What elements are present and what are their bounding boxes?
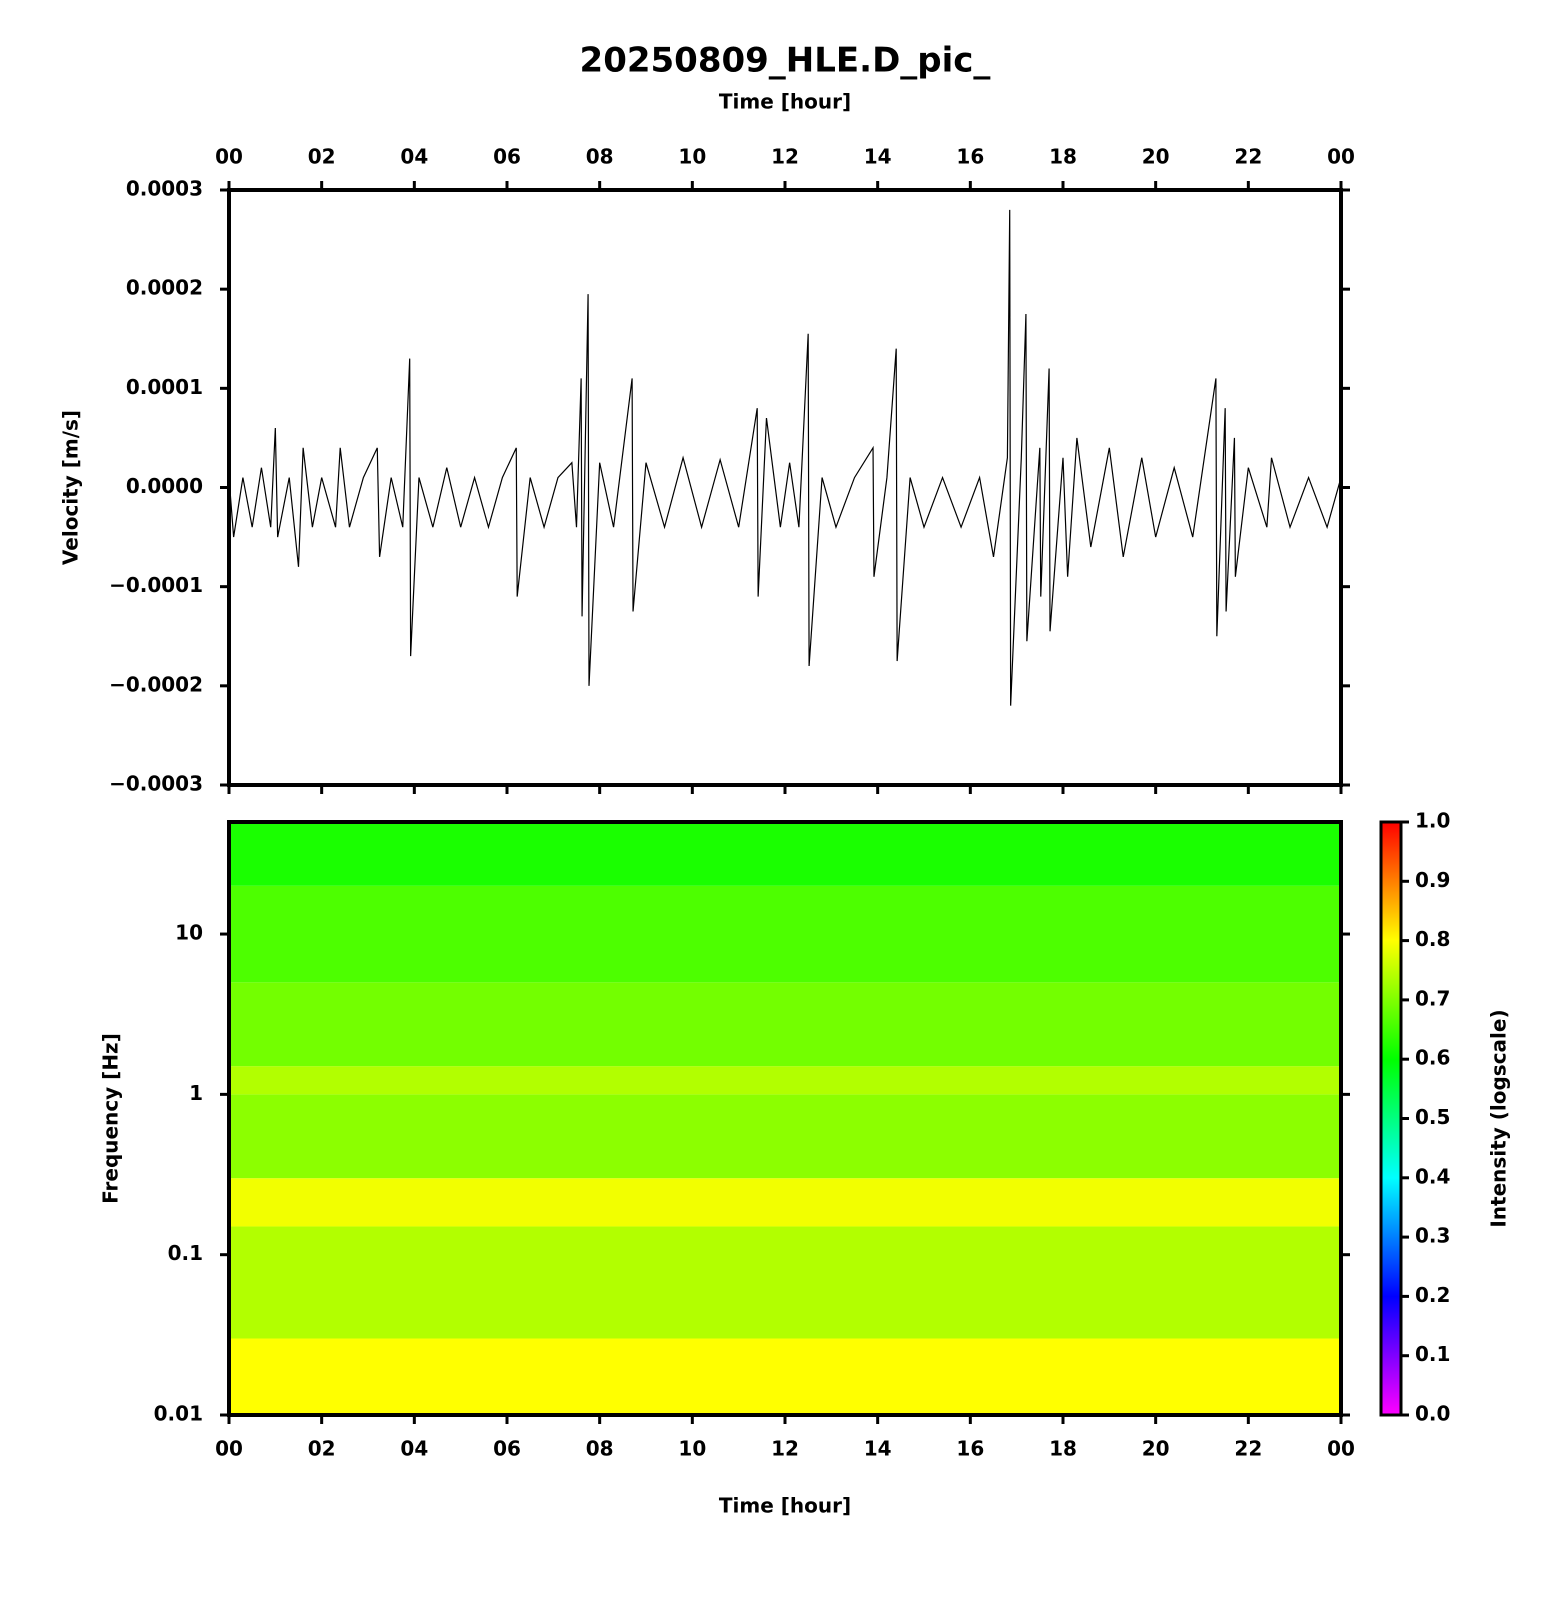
x-tick-label: 22	[1234, 1437, 1262, 1461]
y-tick-label: 10	[175, 921, 203, 945]
colorbar-tick-label: 1.0	[1415, 809, 1450, 833]
colorbar-tick-label: 0.8	[1415, 927, 1450, 951]
colorbar-tick-label: 0.5	[1415, 1105, 1450, 1129]
plot-frame	[227, 188, 1343, 787]
x-tick-label: 14	[864, 145, 892, 169]
x-tick-label: 14	[864, 1437, 892, 1461]
colorbar-label: Intensity (logscale)	[1487, 1009, 1511, 1227]
chart-title: 20250809_HLE.D_pic_	[580, 41, 991, 81]
x-tick-label: 08	[586, 145, 614, 169]
colorbar-tick-label: 0.0	[1415, 1402, 1450, 1426]
x-tick-label: 06	[493, 145, 521, 169]
x-tick-label: 02	[308, 145, 336, 169]
colorbar-tick-label: 0.9	[1415, 868, 1450, 892]
x-tick-label: 20	[1142, 145, 1170, 169]
x-tick-label: 20	[1142, 1437, 1170, 1461]
y-tick-label: 0.01	[154, 1402, 203, 1426]
spectrogram-band	[229, 885, 1341, 983]
spectrogram-band	[229, 1094, 1341, 1179]
x-tick-label: 16	[956, 1437, 984, 1461]
x-tick-label: 06	[493, 1437, 521, 1461]
colorbar-tick-label: 0.3	[1415, 1224, 1450, 1248]
spectrogram-band	[229, 982, 1341, 1067]
colorbar-tick-label: 0.7	[1415, 986, 1450, 1010]
x-tick-label: 18	[1049, 1437, 1077, 1461]
x-tick-label: 10	[678, 1437, 706, 1461]
colorbar-tick-label: 0.1	[1415, 1342, 1450, 1366]
x-axis-label: Time [hour]	[719, 1494, 851, 1518]
x-tick-label: 16	[956, 145, 984, 169]
x-tick-label: 08	[586, 1437, 614, 1461]
x-tick-label: 00	[215, 145, 243, 169]
x-tick-label: 12	[771, 1437, 799, 1461]
y-tick-label: 0.0001	[126, 375, 203, 399]
y-tick-label: 0.1	[168, 1241, 203, 1265]
x-axis-label: Time [hour]	[719, 90, 851, 114]
y-axis-label: Velocity [m/s]	[59, 410, 83, 565]
x-tick-label: 10	[678, 145, 706, 169]
y-axis-label: Frequency [Hz]	[99, 1033, 123, 1204]
colorbar-tick-label: 0.4	[1415, 1164, 1450, 1188]
y-tick-label: 0.0003	[126, 177, 203, 201]
waveform	[228, 209, 1342, 706]
x-tick-label: 04	[400, 1437, 428, 1461]
y-tick-label: 0.0000	[126, 474, 203, 498]
y-tick-label: 1	[189, 1081, 203, 1105]
x-tick-label: 00	[1327, 145, 1355, 169]
x-tick-label: 18	[1049, 145, 1077, 169]
colorbar-tick-label: 0.6	[1415, 1046, 1450, 1070]
x-tick-label: 04	[400, 145, 428, 169]
x-tick-label: 22	[1234, 145, 1262, 169]
spectrogram-band	[229, 1226, 1341, 1339]
y-tick-label: −0.0002	[109, 672, 203, 696]
y-tick-label: −0.0003	[109, 772, 203, 796]
x-tick-label: 00	[1327, 1437, 1355, 1461]
spectrogram-band	[229, 1338, 1341, 1415]
x-tick-label: 12	[771, 145, 799, 169]
y-tick-label: −0.0001	[109, 573, 203, 597]
spectrogram-band	[229, 1178, 1341, 1227]
colorbar-tick-label: 0.2	[1415, 1283, 1450, 1307]
x-tick-label: 02	[308, 1437, 336, 1461]
x-tick-label: 00	[215, 1437, 243, 1461]
spectrogram-band	[229, 1066, 1341, 1095]
colorbar	[1379, 820, 1403, 1417]
y-tick-label: 0.0002	[126, 276, 203, 300]
spectrogram-band	[229, 822, 1341, 886]
